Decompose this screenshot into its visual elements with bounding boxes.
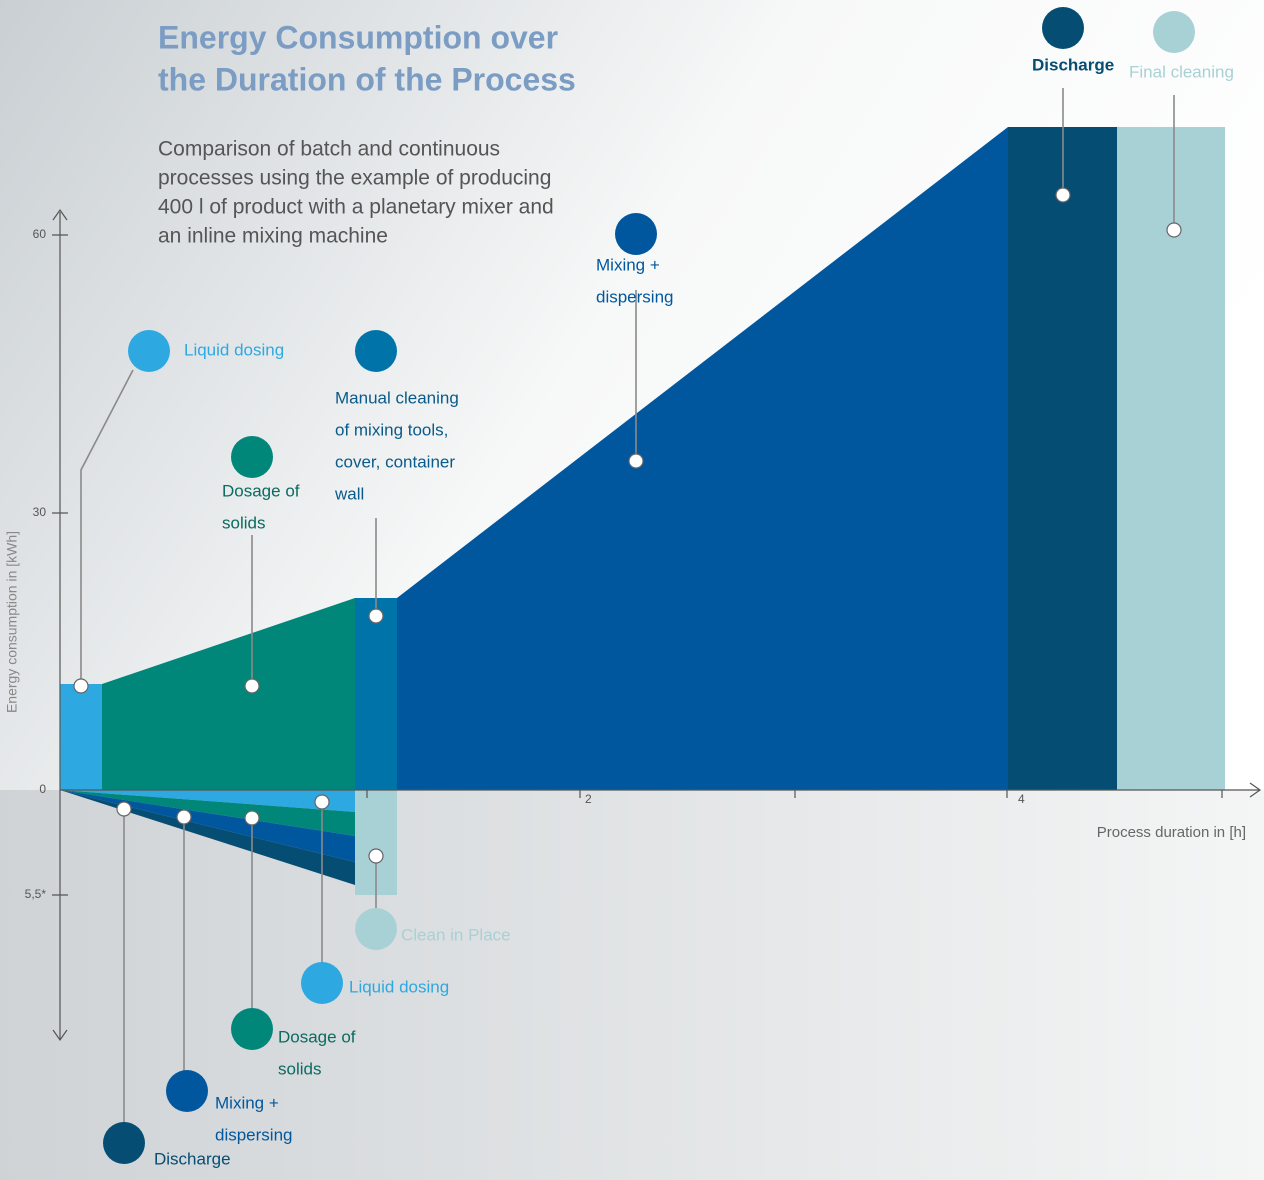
batch-mixing	[397, 127, 1008, 790]
cont-discharge	[60, 790, 355, 885]
step-label: solids	[222, 513, 265, 532]
y-tick-label: 0	[39, 782, 46, 796]
marker-dot	[116, 801, 132, 817]
step-icon	[1153, 11, 1195, 53]
subtitle: 400 l of product with a planetary mixer …	[158, 196, 554, 219]
marker-dot	[314, 794, 330, 810]
x-axis-label: Process duration in [h]	[1097, 824, 1246, 841]
step-label: Dosage of	[278, 1027, 356, 1046]
step-label: of mixing tools,	[335, 420, 448, 439]
header: Energy Consumption over the Duration of t…	[4, 19, 1246, 901]
marker-dot	[1166, 222, 1182, 238]
title: Energy Consumption over	[158, 19, 558, 55]
step-label: Discharge	[154, 1149, 231, 1168]
callouts: Liquid dosing Dosage of solids Manual clean…	[73, 7, 1234, 1168]
step-label: Liquid dosing	[349, 977, 449, 996]
step-label: Mixing +	[215, 1093, 279, 1112]
step-label: cover, container	[335, 452, 455, 471]
step-icon	[355, 908, 397, 950]
step-label: Liquid dosing	[184, 340, 284, 359]
step-icon	[231, 436, 273, 478]
batch-dosage-solids	[102, 598, 355, 790]
step-icon	[231, 1008, 273, 1050]
x-tick-label: 4	[1018, 792, 1025, 806]
step-label: Clean in Place	[401, 925, 511, 944]
marker-dot	[368, 608, 384, 624]
marker-dot	[244, 678, 260, 694]
title: the Duration of the Process	[158, 61, 576, 97]
marker-dot	[368, 848, 384, 864]
step-label: Dosage of	[222, 481, 300, 500]
background	[0, 790, 1264, 1180]
batch-manual-cleaning	[355, 598, 397, 790]
step-label: dispersing	[215, 1125, 293, 1144]
ticks	[52, 234, 1223, 896]
step-label: wall	[334, 484, 364, 503]
step-icon	[103, 1122, 145, 1164]
subtitle: Comparison of batch and continuous	[158, 138, 500, 161]
marker-dot	[1055, 187, 1071, 203]
step-icon	[128, 330, 170, 372]
leader-line	[80, 369, 134, 686]
batch-discharge	[1008, 127, 1117, 790]
marker-dot	[176, 809, 192, 825]
y-tick-label: 60	[33, 227, 47, 241]
x-axis	[60, 782, 1262, 798]
batch-liquid-dosing	[60, 684, 102, 790]
y-axis-label: Energy consumption in [kWh]	[4, 531, 20, 713]
step-label: Discharge	[1032, 55, 1114, 74]
marker-dot	[628, 453, 644, 469]
step-label: solids	[278, 1059, 321, 1078]
step-icon	[301, 962, 343, 1004]
step-icon	[166, 1070, 208, 1112]
marker-dot	[244, 810, 260, 826]
step-label: Mixing +	[596, 255, 660, 274]
y-tick-label: 30	[33, 505, 47, 519]
x-tick-label: 2	[585, 792, 592, 806]
y-tick-label: 5,5*	[25, 887, 47, 901]
step-label: Final cleaning	[1129, 62, 1234, 81]
step-label: Manual cleaning	[335, 388, 459, 407]
step-icon	[1042, 7, 1084, 49]
subtitle: processes using the example of producing	[158, 167, 551, 190]
step-icon	[615, 213, 657, 255]
subtitle: an inline mixing machine	[158, 225, 388, 248]
step-icon	[355, 330, 397, 372]
marker-dot	[73, 678, 89, 694]
y-axis	[52, 208, 68, 1042]
batch-final-cleaning	[1117, 127, 1225, 790]
step-label: dispersing	[596, 287, 674, 306]
